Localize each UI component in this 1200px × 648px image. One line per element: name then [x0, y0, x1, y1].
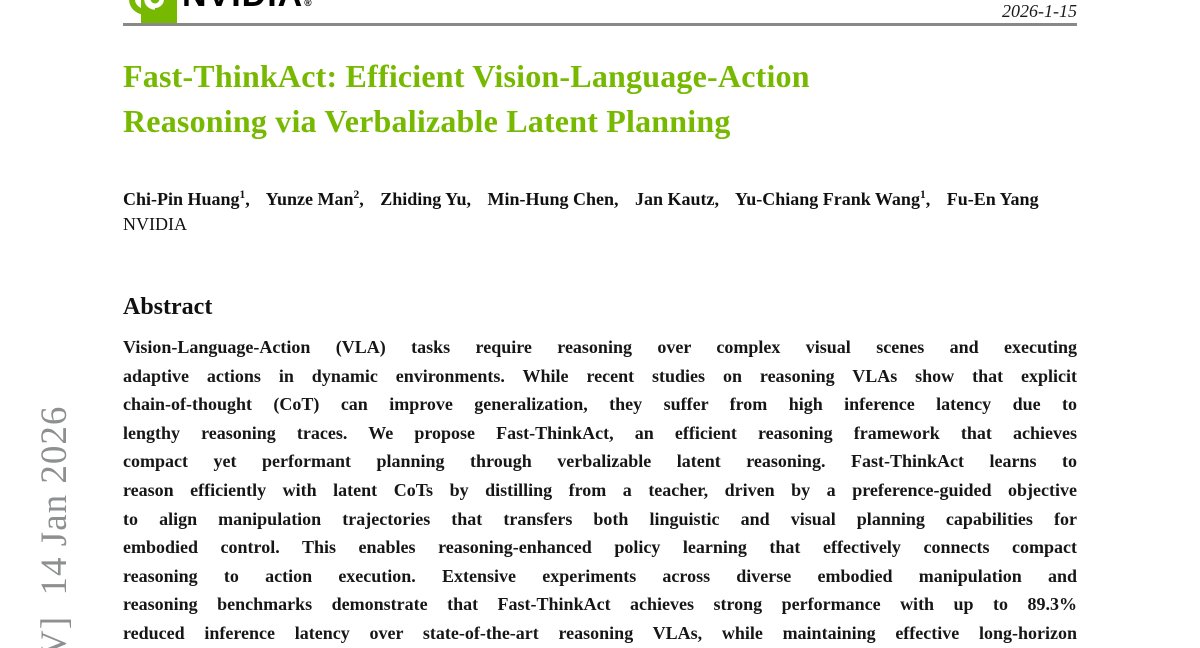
abstract-line: to align manipulation trajectories that …	[123, 508, 1077, 529]
abstract-line: reduced inference latency over state-of-…	[123, 622, 1077, 643]
header-date: 2026-1-15	[1002, 1, 1077, 21]
nvidia-wordmark: NVIDIA®	[182, 0, 313, 23]
affiliation: NVIDIA	[123, 214, 187, 234]
abstract-line: reasoning benchmarks demonstrate that Fa…	[123, 594, 1077, 615]
author: Yunze Man2,	[265, 189, 364, 209]
abstract-line: embodied control. This enables reasoning…	[123, 537, 1077, 558]
author: Fu-En Yang	[946, 189, 1039, 209]
title-line-1: Fast-ThinkAct: Efficient Vision-Language…	[123, 58, 810, 94]
author: Zhiding Yu,	[380, 189, 471, 209]
author: Min-Hung Chen,	[487, 189, 619, 209]
abstract-line: chain-of-thought (CoT) can improve gener…	[123, 394, 1077, 415]
abstract-text: Vision-Language-Action (VLA) tasks requi…	[123, 333, 1077, 648]
author: Chi-Pin Huang1,	[123, 189, 250, 209]
abstract-heading: Abstract	[123, 294, 213, 320]
abstract-line: reasoning to action execution. Extensive…	[123, 565, 1077, 586]
registered-mark: ®	[304, 0, 313, 9]
title-line-2: Reasoning via Verbalizable Latent Planni…	[123, 103, 731, 139]
author-list: Chi-Pin Huang1, Yunze Man2, Zhiding Yu, …	[123, 184, 1077, 210]
author: Yu-Chiang Frank Wang1,	[734, 189, 931, 209]
nvidia-logo: NVIDIA®	[129, 0, 313, 23]
abstract-line: Vision-Language-Action (VLA) tasks requi…	[123, 337, 1077, 357]
abstract-line: compact yet performant planning through …	[123, 451, 1077, 472]
arxiv-watermark: V] 14 Jan 2026	[34, 405, 75, 648]
abstract-line: reason efficiently with latent CoTs by d…	[123, 479, 1077, 500]
paper-title: Fast-ThinkAct: Efficient Vision-Language…	[123, 54, 1077, 144]
nvidia-eye-icon	[129, 0, 177, 23]
author: Jan Kautz,	[635, 189, 720, 209]
abstract-line: adaptive actions in dynamic environments…	[123, 365, 1077, 386]
header-rule	[123, 23, 1077, 26]
abstract-line: lengthy reasoning traces. We propose Fas…	[123, 422, 1077, 443]
